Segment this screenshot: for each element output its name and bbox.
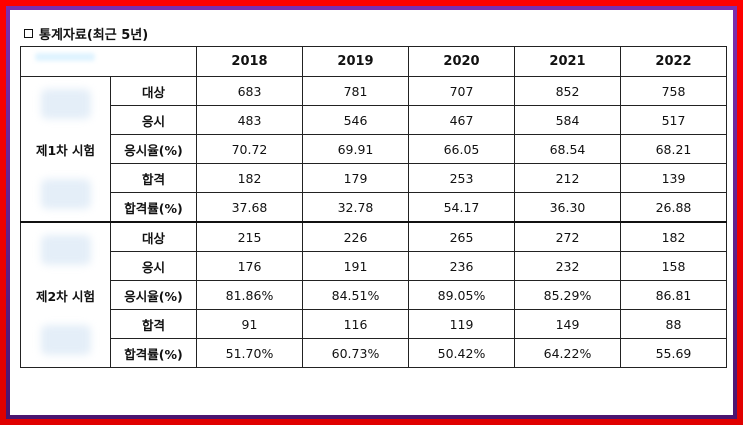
year-header: 2019 [302, 46, 409, 77]
value-cell: 758 [620, 76, 727, 106]
row-label: 응시 [110, 105, 197, 135]
value-cell: 852 [514, 76, 621, 106]
value-cell: 55.69 [620, 338, 727, 368]
value-cell: 60.73% [302, 338, 409, 368]
value-cell: 54.17 [408, 192, 515, 223]
value-cell: 781 [302, 76, 409, 106]
table-row: 제1차 시험 대상 683 781 707 852 758 [20, 76, 727, 223]
value-cell: 50.42% [408, 338, 515, 368]
value-cell: 85.29% [514, 280, 621, 310]
table-body: 제1차 시험 대상 683 781 707 852 758 응시 483 546 467 584 517… [20, 76, 727, 368]
value-cell: 265 [408, 221, 515, 252]
value-cell: 36.30 [514, 192, 621, 223]
value-cell: 483 [196, 105, 303, 135]
value-cell: 81.86% [196, 280, 303, 310]
year-header: 2018 [196, 46, 303, 77]
value-cell: 51.70% [196, 338, 303, 368]
value-cell: 116 [302, 309, 409, 339]
row-label: 대상 [110, 76, 197, 106]
value-cell: 149 [514, 309, 621, 339]
value-cell: 546 [302, 105, 409, 135]
row-label: 합격 [110, 309, 197, 339]
value-cell: 84.51% [302, 280, 409, 310]
value-cell: 158 [620, 251, 727, 281]
row-label: 대상 [110, 221, 197, 252]
row-label: 합격률(%) [110, 192, 197, 223]
value-cell: 253 [408, 163, 515, 193]
header-row: 2018 2019 2020 2021 2022 [20, 46, 727, 77]
value-cell: 37.68 [196, 192, 303, 223]
table-row: 합격률(%) 51.70% 60.73% 50.42% 64.22% 55.69 [21, 338, 727, 368]
table-row: 응시율(%) 81.86% 84.51% 89.05% 85.29% 86.81 [21, 280, 727, 310]
value-cell: 215 [196, 221, 303, 252]
value-cell: 32.78 [302, 192, 409, 223]
value-cell: 69.91 [302, 134, 409, 164]
year-header: 2022 [620, 46, 727, 77]
row-label: 합격률(%) [110, 338, 197, 368]
value-cell: 70.72 [196, 134, 303, 164]
exam-group-label: 제1차 시험 [20, 76, 111, 223]
value-cell: 89.05% [408, 280, 515, 310]
value-cell: 88 [620, 309, 727, 339]
value-cell: 68.54 [514, 134, 621, 164]
purple-frame: 통계자료(최근 5년) 2018 2019 2020 2021 2022 제1차… [6, 6, 737, 419]
value-cell: 86.81 [620, 280, 727, 310]
statistics-table: 2018 2019 2020 2021 2022 제1차 시험 대상 683 781 7… [20, 46, 727, 368]
value-cell: 467 [408, 105, 515, 135]
value-cell: 26.88 [620, 192, 727, 223]
corner-cell [20, 46, 197, 77]
value-cell: 139 [620, 163, 727, 193]
value-cell: 226 [302, 221, 409, 252]
value-cell: 236 [408, 251, 515, 281]
value-cell: 182 [620, 221, 727, 252]
value-cell: 232 [514, 251, 621, 281]
table-row: 제2차 시험 대상 215 226 265 272 182 [20, 221, 727, 368]
table-row: 응시 483 546 467 584 517 [21, 105, 727, 135]
content-panel: 통계자료(최근 5년) 2018 2019 2020 2021 2022 제1차… [10, 10, 733, 415]
value-cell: 176 [196, 251, 303, 281]
square-bullet-icon [24, 29, 33, 38]
value-cell: 179 [302, 163, 409, 193]
table-row: 합격 182 179 253 212 139 [21, 163, 727, 193]
table-row: 응시율(%) 70.72 69.91 66.05 68.54 68.21 [21, 134, 727, 164]
table-row: 응시 176 191 236 232 158 [21, 251, 727, 281]
value-cell: 272 [514, 221, 621, 252]
year-header: 2021 [514, 46, 621, 77]
table-row: 합격 91 116 119 149 88 [21, 309, 727, 339]
value-cell: 119 [408, 309, 515, 339]
value-cell: 584 [514, 105, 621, 135]
value-cell: 68.21 [620, 134, 727, 164]
value-cell: 66.05 [408, 134, 515, 164]
row-label: 합격 [110, 163, 197, 193]
value-cell: 683 [196, 76, 303, 106]
year-header: 2020 [408, 46, 515, 77]
value-cell: 191 [302, 251, 409, 281]
value-cell: 707 [408, 76, 515, 106]
row-label: 응시율(%) [110, 280, 197, 310]
heading-text: 통계자료(최근 5년) [39, 28, 149, 43]
table-row: 합격률(%) 37.68 32.78 54.17 36.30 26.88 [21, 192, 727, 223]
value-cell: 212 [514, 163, 621, 193]
exam-group-label: 제2차 시험 [20, 221, 111, 368]
value-cell: 91 [196, 309, 303, 339]
value-cell: 182 [196, 163, 303, 193]
section-heading: 통계자료(최근 5년) [24, 24, 148, 43]
value-cell: 64.22% [514, 338, 621, 368]
value-cell: 517 [620, 105, 727, 135]
row-label: 응시율(%) [110, 134, 197, 164]
row-label: 응시 [110, 251, 197, 281]
